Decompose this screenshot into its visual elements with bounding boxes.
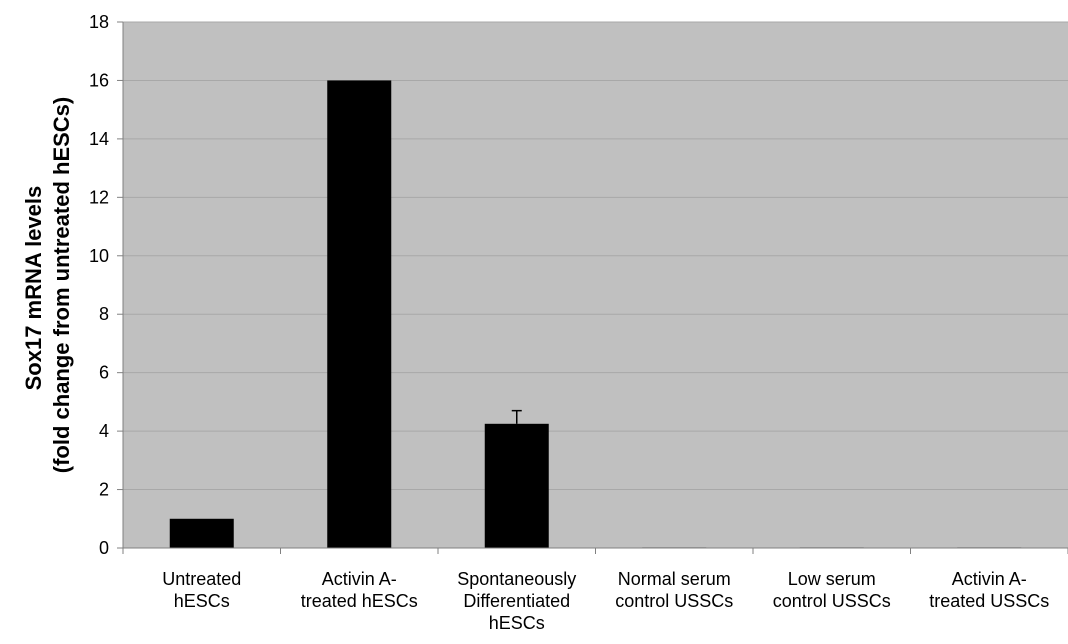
bar [327, 80, 392, 548]
y-axis-title-line-1: Sox17 mRNA levels [21, 186, 46, 391]
x-category-label: Activin A-treated hESCs [301, 569, 418, 611]
bar [169, 518, 234, 548]
plot-area [123, 22, 1068, 548]
x-category-label-line: treated hESCs [301, 591, 418, 611]
y-tick-label: 8 [99, 304, 109, 324]
x-category-label: Low serum control USSCs [773, 569, 891, 611]
y-tick-label: 0 [99, 538, 109, 558]
y-tick-label: 16 [89, 70, 109, 90]
y-tick-label: 2 [99, 480, 109, 500]
y-axis-title: Sox17 mRNA levels (fold change from untr… [21, 97, 74, 473]
x-category-label-line: Low serum [788, 569, 876, 589]
y-tick-label: 4 [99, 421, 109, 441]
y-axis-title-line-2: (fold change from untreated hESCs) [49, 97, 74, 473]
x-category-label-line: Activin A- [952, 569, 1027, 589]
x-category-label: Normal serum control USSCs [615, 569, 733, 611]
x-category-label-line: Activin A- [322, 569, 397, 589]
x-category-label-line: control USSCs [615, 591, 733, 611]
x-category-label-line: control USSCs [773, 591, 891, 611]
x-category-label: Untreated hESCs [162, 569, 241, 611]
y-tick-labels: 0 2 4 6 8 10 12 14 16 18 [89, 12, 109, 558]
gridlines [123, 21, 1068, 491]
x-category-label-line: hESCs [174, 591, 230, 611]
y-tick-label: 14 [89, 129, 109, 149]
x-category-label-line: Spontaneously [457, 569, 576, 589]
x-category-label-line: treated USSCs [929, 591, 1049, 611]
y-tick-label: 18 [89, 12, 109, 32]
x-category-label: Activin A-treated USSCs [929, 569, 1049, 611]
bar [484, 423, 549, 548]
x-category-label-line: Untreated [162, 569, 241, 589]
axes [117, 21, 1068, 554]
x-category-label: Spontaneously Differentiated hESCs [457, 569, 576, 633]
x-category-label-line: Normal serum [618, 569, 731, 589]
x-category-label-line: hESCs [489, 613, 545, 633]
bars [169, 80, 1022, 549]
y-tick-label: 12 [89, 187, 109, 207]
y-tick-label: 10 [89, 246, 109, 266]
y-tick-label: 6 [99, 363, 109, 383]
x-category-label-line: Differentiated [463, 591, 570, 611]
